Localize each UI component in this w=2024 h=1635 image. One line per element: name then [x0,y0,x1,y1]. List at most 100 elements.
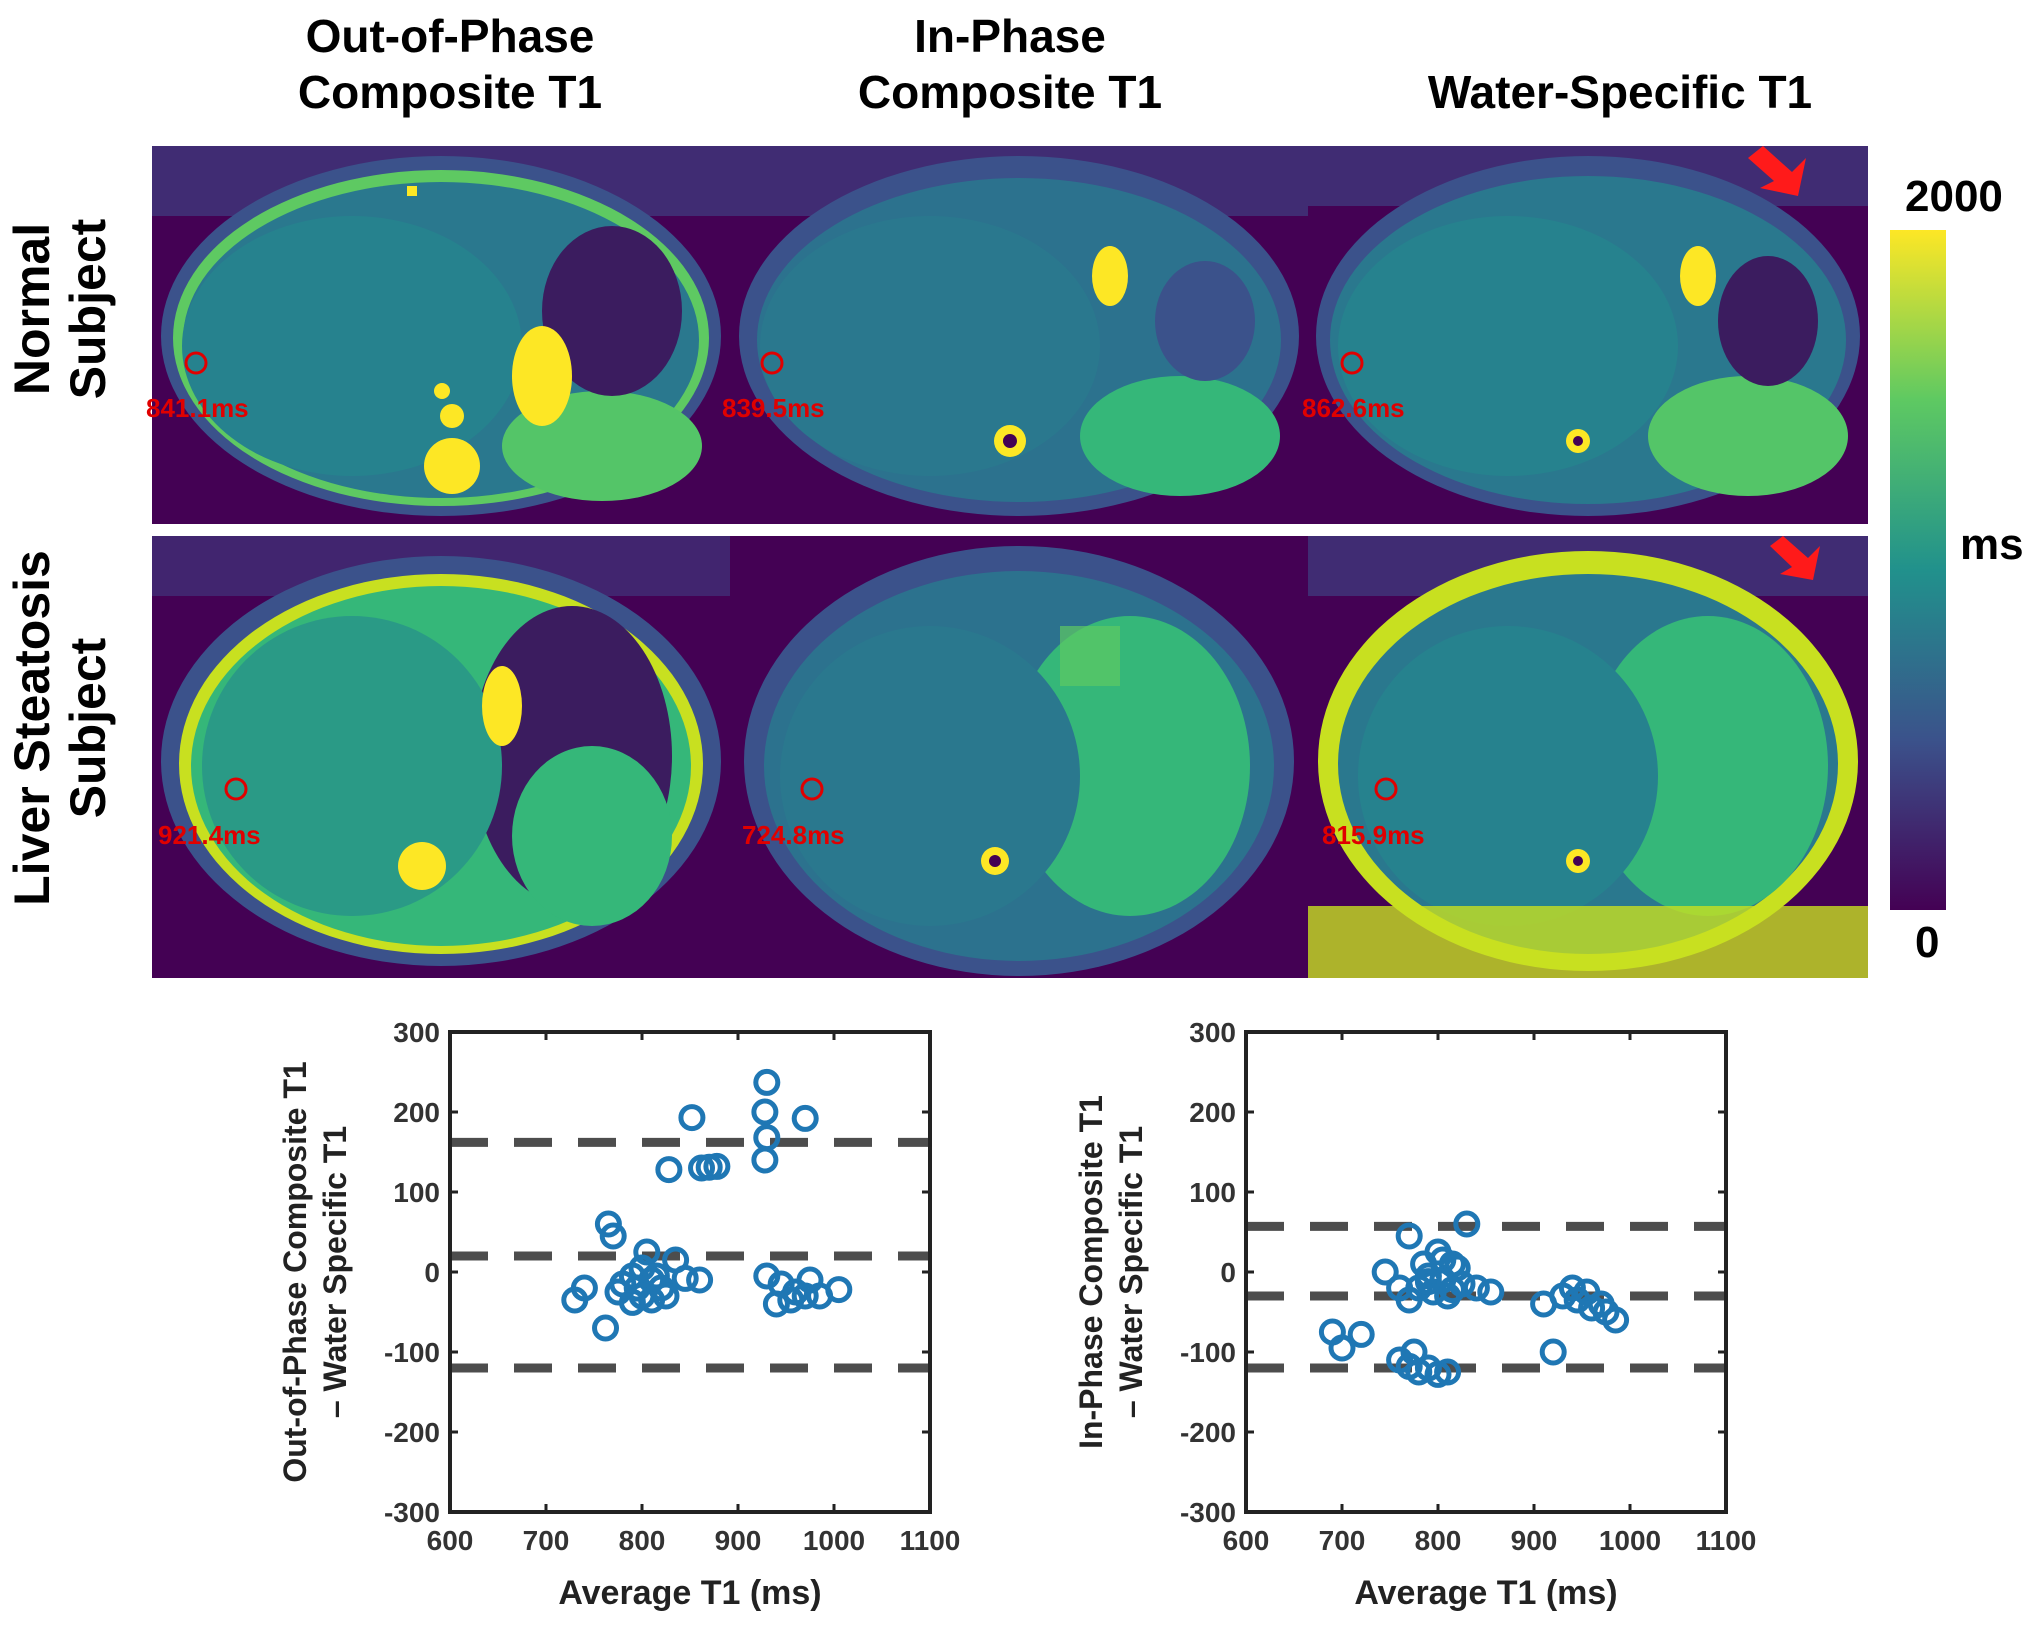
y-axis-label: Out-of-Phase Composite T1 [277,1061,313,1482]
x-tick-label: 800 [1415,1525,1462,1556]
y-tick-label: 300 [1189,1017,1236,1048]
y-tick-label: -300 [1180,1497,1236,1528]
mri-image [730,146,1308,516]
data-point [561,1286,589,1314]
roi-circle [1374,777,1398,801]
data-point [1558,1274,1586,1302]
x-tick-label: 1100 [900,1525,961,1556]
data-point [655,1156,683,1184]
y-tick-label: -300 [384,1497,440,1528]
mri-image [1308,536,1868,978]
column-title-line1: In-Phase [914,10,1106,62]
data-point [1539,1338,1567,1366]
data-point [1400,1338,1428,1366]
plot-frame [1244,1030,1728,1514]
data-point [652,1282,680,1310]
column-title-line2: Water-Specific T1 [1427,66,1813,118]
x-tick-label: 1000 [803,1525,865,1556]
roi-circle [184,351,208,375]
y-tick-label: 0 [424,1257,440,1288]
data-point [1592,1298,1620,1326]
mri-normal-out-of-phase [152,146,730,524]
bland-altman-plot-in-phase: 600 700 800 900 1000 11003002001000-100-200-3… [1073,1017,1757,1612]
data-point [806,1282,834,1310]
x-tick-label: 600 [427,1525,474,1556]
data-point [695,1153,723,1181]
data-point [1410,1250,1438,1278]
x-tick-label: 600 [1223,1525,1270,1556]
y-tick-label: -200 [384,1417,440,1448]
data-point [686,1266,714,1294]
x-axis-label: Average T1 (ms) [558,1574,821,1612]
bland-altman-plot-out-of-phase: 600 700 800 900 1000 11003002001000-100-200-3… [277,1017,961,1612]
data-point [753,1068,781,1096]
mri-steatosis-in-phase [730,536,1308,978]
roi-value: 815.9ms [1322,820,1425,850]
data-point [751,1098,779,1126]
x-tick-label: 800 [619,1525,666,1556]
mri-normal-water-specific [1308,146,1868,524]
data-point [1395,1222,1423,1250]
column-title-line2: Composite T1 [297,66,603,118]
colorbar-unit: ms [1960,520,2024,569]
y-tick-label: 100 [1189,1177,1236,1208]
roi-value: 921.4ms [158,820,261,850]
arrow-icon [1748,146,1806,196]
data-point [1434,1358,1462,1386]
y-axis-label: – Water Specific T1 [317,1126,353,1418]
x-tick-label: 1000 [1599,1525,1661,1556]
y-tick-label: 100 [393,1177,440,1208]
data-point [678,1104,706,1132]
colorbar-max: 2000 [1905,172,2003,221]
roi-value: 839.5ms [722,393,825,423]
mri-steatosis-out-of-phase [152,536,730,978]
column-title-line2: Composite T1 [857,66,1163,118]
data-point [1477,1278,1505,1306]
roi-circle [1340,351,1364,375]
x-tick-label: 900 [715,1525,762,1556]
x-tick-label: 700 [1319,1525,1366,1556]
data-point [1438,1276,1466,1304]
data-point [604,1278,632,1306]
data-point [594,1210,622,1238]
y-tick-label: -100 [384,1337,440,1368]
data-point [1414,1268,1442,1296]
x-axis-label: Average T1 (ms) [1354,1574,1617,1612]
mri-image [152,536,730,966]
data-point [599,1222,627,1250]
column-title-out-of-phase: Out-of-Phase Composite T1 [240,8,660,120]
mri-image [1308,146,1868,516]
roi-circle [760,351,784,375]
roi-value: 862.6ms [1302,393,1405,423]
data-point [1347,1320,1375,1348]
data-point [791,1104,819,1132]
data-point [1573,1278,1601,1306]
y-tick-label: 0 [1220,1257,1236,1288]
data-point [592,1314,620,1342]
y-axis-label: – Water Specific T1 [1113,1126,1149,1418]
mri-image [152,146,730,516]
y-tick-label: -100 [1180,1337,1236,1368]
mri-image [744,546,1294,976]
data-point [762,1290,790,1318]
y-tick-label: 200 [393,1097,440,1128]
mri-steatosis-water-specific [1308,536,1868,978]
data-point [753,1124,781,1152]
colorbar-min: 0 [1915,918,1940,967]
y-tick-label: 300 [393,1017,440,1048]
data-point [1395,1286,1423,1314]
x-tick-label: 700 [523,1525,570,1556]
x-tick-label: 900 [1511,1525,1558,1556]
data-point [1328,1334,1356,1362]
y-tick-label: -200 [1180,1417,1236,1448]
roi-value: 841.1ms [146,393,249,423]
y-axis-label: In-Phase Composite T1 [1073,1095,1109,1449]
roi-circle [800,777,824,801]
data-point [633,1238,661,1266]
x-tick-label: 1100 [1696,1525,1757,1556]
column-title-in-phase: In-Phase Composite T1 [800,8,1220,120]
mri-normal-in-phase [730,146,1308,524]
y-tick-label: 200 [1189,1097,1236,1128]
column-title-line1: Out-of-Phase [305,10,595,62]
